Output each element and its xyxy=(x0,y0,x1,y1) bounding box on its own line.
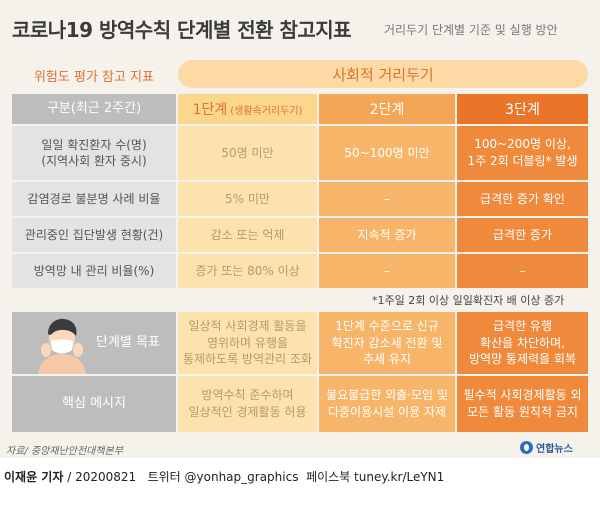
cell-text: – xyxy=(519,263,526,278)
cell-text: 50~100명 미만 xyxy=(344,145,430,160)
cell-goal-l3: 급격한 유행 확산을 차단하며, 방역망 통제력을 회복 xyxy=(457,312,588,374)
page-title: 코로나19 방역수칙 단계별 전환 참고지표 xyxy=(12,18,352,42)
cell-text: – xyxy=(384,263,390,278)
cell-r3-l2: – xyxy=(319,254,455,288)
page-subtitle: 거리두기 단계별 기준 및 실행 방안 xyxy=(384,23,558,37)
cell-msg-l2: 불요불급한 외출·모임 및 다중이용시설 이용 자제 xyxy=(319,376,455,432)
cell-r1-l3: 급격한 증가 확인 xyxy=(457,182,588,216)
cell-r3-l1: 증가 또는 80% 이상 xyxy=(178,254,317,288)
cell-r2-l1: 감소 또는 억제 xyxy=(178,218,317,252)
cell-text: 50명 미만 xyxy=(221,145,274,160)
cell-text: 1단계 수준으로 신규 확진자 감소세 전환 및 추세 유지 xyxy=(331,318,443,367)
level-2-label: 2단계 xyxy=(369,102,405,118)
cell-text: 필수적 사회경제활동 외 모든 활동 원칙적 금지 xyxy=(463,388,582,419)
source-note: 자료/ 중앙재난안전대책본부 xyxy=(6,446,123,457)
level-2-header: 2단계 xyxy=(319,94,455,124)
cell-r0-l2: 50~100명 미만 xyxy=(319,126,455,180)
cell-text: 급격한 증가 확인 xyxy=(480,191,565,206)
yonhap-logo-text: 연합뉴스 xyxy=(536,444,573,455)
footnote: *1주일 2회 이상 일일확진자 배 이상 증가 xyxy=(372,294,565,307)
cell-goal-l1: 일상적 사회경제 활동을 영위하며 유행을 통제하도록 방역관리 조화 xyxy=(178,312,317,374)
cell-text: 방역수칙 준수하며 일상적인 경제활동 허용 xyxy=(188,388,307,419)
cell-text: 100~200명 이상, 1주 2회 더블링* 발생 xyxy=(467,137,578,168)
cell-text: – xyxy=(384,191,390,206)
risk-indicator-header: 위험도 평가 참고 지표 xyxy=(33,69,155,85)
cell-text: 급격한 유행 확산을 차단하며, 방역망 통제력을 회복 xyxy=(469,318,576,367)
cell-text: 일상적 사회경제 활동을 영위하며 유행을 통제하도록 방역관리 조화 xyxy=(182,318,313,367)
credit-line: 이재윤 기자 / 20200821 트위터 @yonhap_graphics 페… xyxy=(4,468,444,485)
category-header: 구분(최근 2주간) xyxy=(12,94,176,124)
cell-r1-l2: – xyxy=(319,182,455,216)
credit-details: / 20200821 트위터 @yonhap_graphics 페이스북 tun… xyxy=(63,470,445,484)
cell-text: 감소 또는 억제 xyxy=(210,227,285,242)
row-label-message: 핵심 메시지 xyxy=(12,376,176,432)
yonhap-logo: 연합뉴스 xyxy=(520,440,573,455)
cell-r1-l1: 5% 미만 xyxy=(178,182,317,216)
person-mask-icon xyxy=(38,318,86,374)
level-1-label: 1단계 xyxy=(192,102,228,118)
cell-text: 불요불급한 외출·모임 및 다중이용시설 이용 자제 xyxy=(326,388,448,419)
cell-r2-l2: 지속적 증가 xyxy=(319,218,455,252)
row-label-unknown-route: 감염경로 불분명 사례 비율 xyxy=(12,182,176,216)
level-1-header: 1단계 (생활속거리두기) xyxy=(178,94,317,124)
row-label-cluster-status: 관리중인 집단발생 현황(건) xyxy=(12,218,176,252)
yonhap-logo-icon xyxy=(520,441,533,454)
social-distancing-header: 사회적 거리두기 xyxy=(178,60,588,88)
cell-msg-l1: 방역수칙 준수하며 일상적인 경제활동 허용 xyxy=(178,376,317,432)
credit-bar: 이재윤 기자 / 20200821 트위터 @yonhap_graphics 페… xyxy=(0,458,600,512)
credit-author: 이재윤 기자 xyxy=(4,470,64,484)
row-label-goal-box: 단계별 목표 xyxy=(12,312,176,374)
row-label-managed-ratio: 방역망 내 관리 비율(%) xyxy=(12,254,176,288)
cell-r0-l3: 100~200명 이상, 1주 2회 더블링* 발생 xyxy=(457,126,588,180)
cell-r3-l3: – xyxy=(457,254,588,288)
level-3-header: 3단계 xyxy=(457,94,588,124)
row-label-daily-cases: 일일 확진환자 수(명) (지역사회 환자 중시) xyxy=(12,126,176,180)
cell-text: 증가 또는 80% 이상 xyxy=(195,263,300,278)
row-label-goal: 단계별 목표 xyxy=(96,335,160,350)
cell-text: 지속적 증가 xyxy=(357,227,417,242)
cell-text: 5% 미만 xyxy=(225,191,270,206)
cell-goal-l2: 1단계 수준으로 신규 확진자 감소세 전환 및 추세 유지 xyxy=(319,312,455,374)
level-3-label: 3단계 xyxy=(505,102,540,118)
cell-r0-l1: 50명 미만 xyxy=(178,126,317,180)
cell-r2-l3: 급격한 증가 xyxy=(457,218,588,252)
level-1-sublabel: (생활속거리두기) xyxy=(230,105,303,117)
cell-text: 급격한 증가 xyxy=(492,227,552,242)
cell-msg-l3: 필수적 사회경제활동 외 모든 활동 원칙적 금지 xyxy=(457,376,588,432)
